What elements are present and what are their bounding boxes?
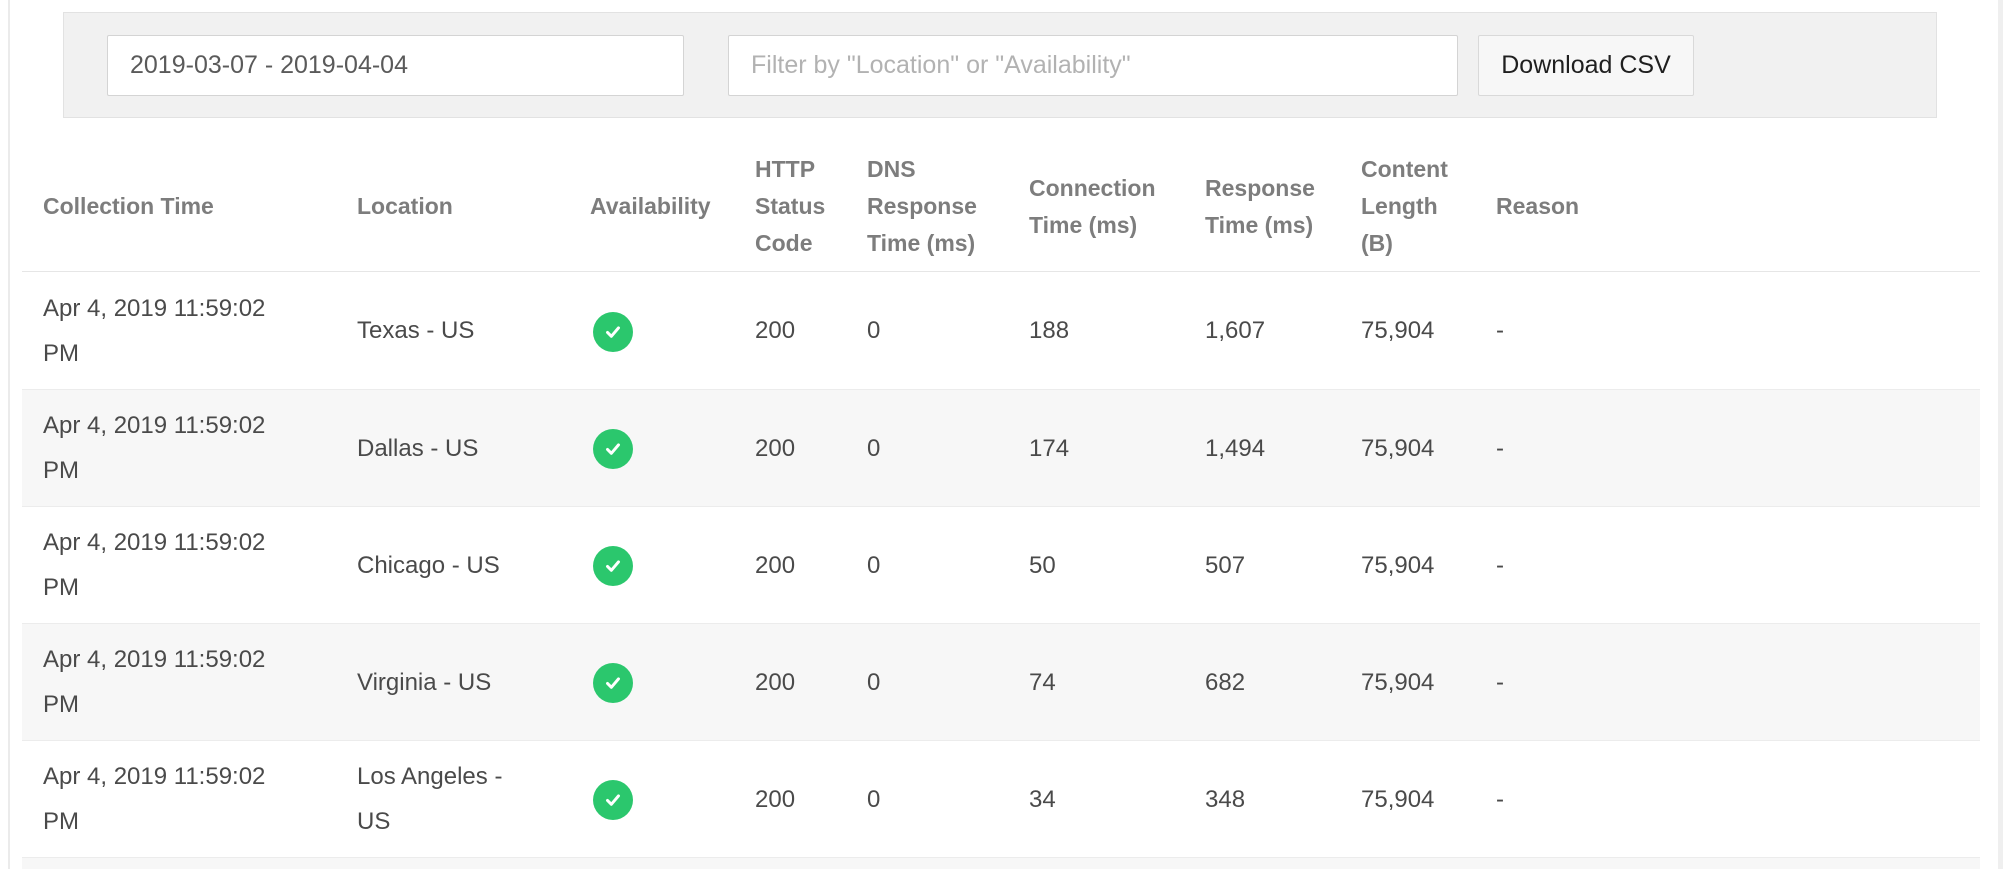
report-toolbar: Download CSV	[63, 12, 1937, 118]
table-row: Apr 4, 2019 11:59:02 PM Texas - US 200 0…	[22, 272, 1980, 389]
cell-dns-response-time: 0	[867, 551, 881, 579]
col-header-response-time: Response Time (ms)	[1205, 174, 1315, 238]
cell-http-status-code: 200	[755, 668, 796, 696]
col-header-connection-time: Connection Time (ms)	[1029, 174, 1156, 238]
cell-connection-time: 74	[1029, 668, 1056, 696]
col-header-dns-response-time: DNS Response Time (ms)	[867, 156, 977, 256]
col-header-content-length: Content Length (B)	[1361, 156, 1448, 256]
date-range-input[interactable]	[107, 34, 684, 96]
cell-connection-time: 50	[1029, 551, 1056, 579]
cell-location: Virginia - US	[357, 668, 492, 696]
col-header-availability: Availability	[590, 193, 711, 219]
cell-http-status-code: 200	[755, 317, 796, 344]
col-header-location: Location	[357, 193, 453, 219]
cell-connection-time: 174	[1029, 434, 1070, 462]
cell-collection-time: Apr 4, 2019 11:59:02 PM	[43, 763, 266, 835]
cell-http-status-code: 200	[755, 551, 796, 579]
table-row: Apr 4, 2019 11:59:02 PM Chicago - US 200…	[22, 506, 1980, 623]
cell-http-status-code: 200	[755, 434, 796, 462]
cell-availability	[569, 543, 734, 588]
page-right-border	[1998, 0, 2003, 869]
cell-response-time: 348	[1205, 785, 1246, 813]
check-circle-icon	[593, 546, 633, 587]
cell-response-time: 507	[1205, 551, 1246, 579]
download-csv-button[interactable]: Download CSV	[1478, 34, 1694, 96]
cell-reason: -	[1496, 551, 1504, 579]
table-row: Apr 4, 2019 11:59:02 PM Dallas - US 200 …	[22, 389, 1980, 506]
cell-location: Chicago - US	[357, 551, 500, 579]
cell-content-length: 75,904	[1361, 785, 1435, 813]
cell-response-time: 1,494	[1205, 434, 1266, 462]
check-circle-icon	[593, 429, 633, 470]
summary-report-table: Collection Time Location Availability HT…	[22, 142, 1980, 869]
table-header-row: Collection Time Location Availability HT…	[22, 142, 1980, 272]
check-circle-icon	[593, 780, 633, 821]
cell-response-time: 682	[1205, 668, 1246, 696]
cell-reason: -	[1496, 668, 1504, 696]
cell-content-length: 75,904	[1361, 434, 1435, 462]
cell-content-length: 75,904	[1361, 317, 1435, 344]
col-header-http-status-code: HTTP Status Code	[755, 156, 826, 256]
cell-availability	[569, 426, 734, 471]
table-row: Apr 4, 2019 11:59:02 PM Virginia - US 20…	[22, 623, 1980, 740]
cell-availability	[569, 660, 734, 705]
cell-content-length: 75,904	[1361, 551, 1435, 579]
cell-connection-time: 34	[1029, 785, 1056, 813]
cell-location: Dallas - US	[357, 434, 479, 462]
cell-availability	[569, 308, 734, 353]
cell-collection-time: Apr 4, 2019 11:59:02 PM	[43, 646, 266, 718]
cell-connection-time: 188	[1029, 317, 1070, 344]
cell-availability	[569, 777, 734, 822]
cell-dns-response-time: 0	[867, 317, 881, 344]
cell-content-length: 75,904	[1361, 668, 1435, 696]
col-header-reason: Reason	[1496, 193, 1580, 219]
page-left-border	[8, 0, 10, 869]
cell-collection-time: Apr 4, 2019 11:59:02 PM	[43, 412, 266, 484]
cell-dns-response-time: 0	[867, 434, 881, 462]
cell-reason: -	[1496, 317, 1504, 344]
table-row: Apr 4, 2019 11:59:02 PM Los Angeles - US…	[22, 740, 1980, 857]
cell-location: Texas - US	[357, 317, 475, 344]
cell-location: Los Angeles - US	[357, 763, 503, 835]
cell-dns-response-time: 0	[867, 785, 881, 813]
check-circle-icon	[593, 311, 633, 352]
cell-reason: -	[1496, 785, 1504, 813]
cell-collection-time: Apr 4, 2019 11:59:02 PM	[43, 294, 266, 367]
cell-response-time: 1,607	[1205, 317, 1266, 344]
cell-http-status-code: 200	[755, 785, 796, 813]
check-circle-icon	[593, 663, 633, 704]
filter-input[interactable]	[728, 34, 1458, 96]
cell-reason: -	[1496, 434, 1504, 462]
cell-dns-response-time: 0	[867, 668, 881, 696]
table-row-partial	[22, 857, 1980, 869]
col-header-collection-time: Collection Time	[43, 193, 214, 219]
cell-collection-time: Apr 4, 2019 11:59:02 PM	[43, 529, 266, 601]
